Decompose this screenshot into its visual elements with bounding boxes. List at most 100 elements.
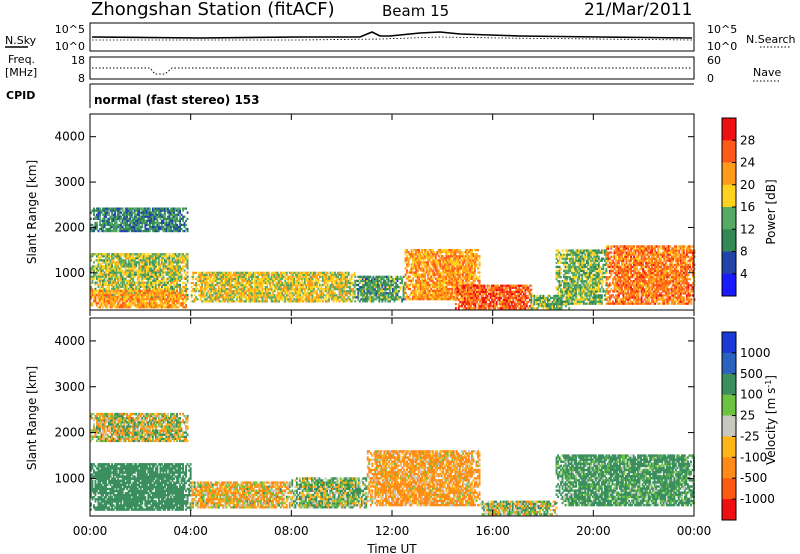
data-cell <box>199 294 202 297</box>
data-cell <box>133 304 136 307</box>
data-cell <box>431 249 434 252</box>
data-cell <box>311 286 314 289</box>
data-cell <box>322 271 324 274</box>
data-cell <box>452 261 455 264</box>
data-cell <box>264 292 267 295</box>
data-cell <box>106 213 109 216</box>
data-cell <box>278 283 281 287</box>
data-cell <box>433 255 436 258</box>
data-cell <box>183 293 186 297</box>
data-cell <box>121 229 124 233</box>
data-cell <box>240 300 243 303</box>
data-cell <box>179 217 181 220</box>
data-cell <box>154 229 157 233</box>
data-cell <box>472 273 475 276</box>
data-cell <box>258 283 261 287</box>
data-cell <box>97 279 100 282</box>
data-cell <box>466 265 469 268</box>
data-cell <box>123 289 126 293</box>
data-cell <box>419 279 422 282</box>
data-cell <box>370 277 373 281</box>
data-cell <box>99 283 101 286</box>
data-cell <box>182 219 184 222</box>
data-cell <box>133 275 136 278</box>
data-cell <box>364 296 367 299</box>
data-cell <box>457 255 460 258</box>
data-cell <box>150 253 153 256</box>
data-cell <box>300 290 303 293</box>
data-cell <box>443 298 446 301</box>
data-cell <box>306 294 309 297</box>
data-cell <box>150 298 153 301</box>
data-cell <box>248 283 250 287</box>
data-cell <box>462 273 464 276</box>
data-cell <box>270 288 273 291</box>
data-cell <box>192 300 195 303</box>
data-cell <box>245 279 247 283</box>
data-cell <box>129 269 132 272</box>
data-cell <box>129 302 132 305</box>
data-cell <box>129 221 132 225</box>
data-cell <box>183 259 186 262</box>
data-cell <box>291 283 294 287</box>
data-cell <box>443 249 446 252</box>
data-cell <box>117 295 120 299</box>
data-cell <box>445 259 448 262</box>
data-cell <box>199 273 202 276</box>
data-cell <box>386 275 388 278</box>
data-cell <box>475 259 478 262</box>
data-cell <box>266 273 269 276</box>
data-cell <box>97 283 100 286</box>
data-cell <box>182 289 184 293</box>
data-cell <box>204 281 207 285</box>
data-cell <box>158 291 160 295</box>
data-cell <box>96 213 98 216</box>
data-cell <box>317 273 320 276</box>
data-cell <box>114 300 117 303</box>
data-cell <box>216 277 219 281</box>
data-cell <box>416 267 419 270</box>
data-cell <box>219 277 222 281</box>
data-cell <box>287 275 290 278</box>
data-cell <box>226 275 229 278</box>
data-cell <box>170 263 172 266</box>
data-cell <box>167 265 169 268</box>
data-cell <box>177 269 180 272</box>
data-cell <box>96 302 98 305</box>
data-cell <box>118 283 121 286</box>
data-cell <box>320 298 323 301</box>
data-cell <box>168 300 171 303</box>
data-cell <box>225 273 228 276</box>
data-cell <box>109 279 112 282</box>
data-cell <box>127 265 130 268</box>
data-cell <box>153 261 156 264</box>
data-cell <box>222 275 225 278</box>
data-cell <box>144 304 147 307</box>
data-cell <box>219 292 222 295</box>
data-cell <box>165 219 168 222</box>
data-cell <box>281 290 284 293</box>
data-cell <box>458 275 461 278</box>
data-cell <box>210 281 213 285</box>
data-cell <box>421 273 424 276</box>
data-cell <box>418 287 421 291</box>
data-cell <box>249 296 252 299</box>
data-cell <box>199 290 202 293</box>
data-cell <box>448 295 451 299</box>
data-cell <box>135 271 138 274</box>
data-cell <box>433 259 436 262</box>
data-cell <box>112 229 115 233</box>
data-cell <box>337 283 339 287</box>
data-cell <box>436 298 439 301</box>
data-cell <box>129 223 132 227</box>
data-cell <box>96 275 98 278</box>
data-cell <box>442 269 445 272</box>
data-cell <box>350 288 353 291</box>
data-cell <box>179 211 181 214</box>
data-cell <box>176 265 178 268</box>
data-cell <box>454 271 457 274</box>
data-cell <box>115 271 118 274</box>
data-cell <box>425 279 428 282</box>
data-cell <box>306 290 309 293</box>
data-cell <box>439 291 442 295</box>
